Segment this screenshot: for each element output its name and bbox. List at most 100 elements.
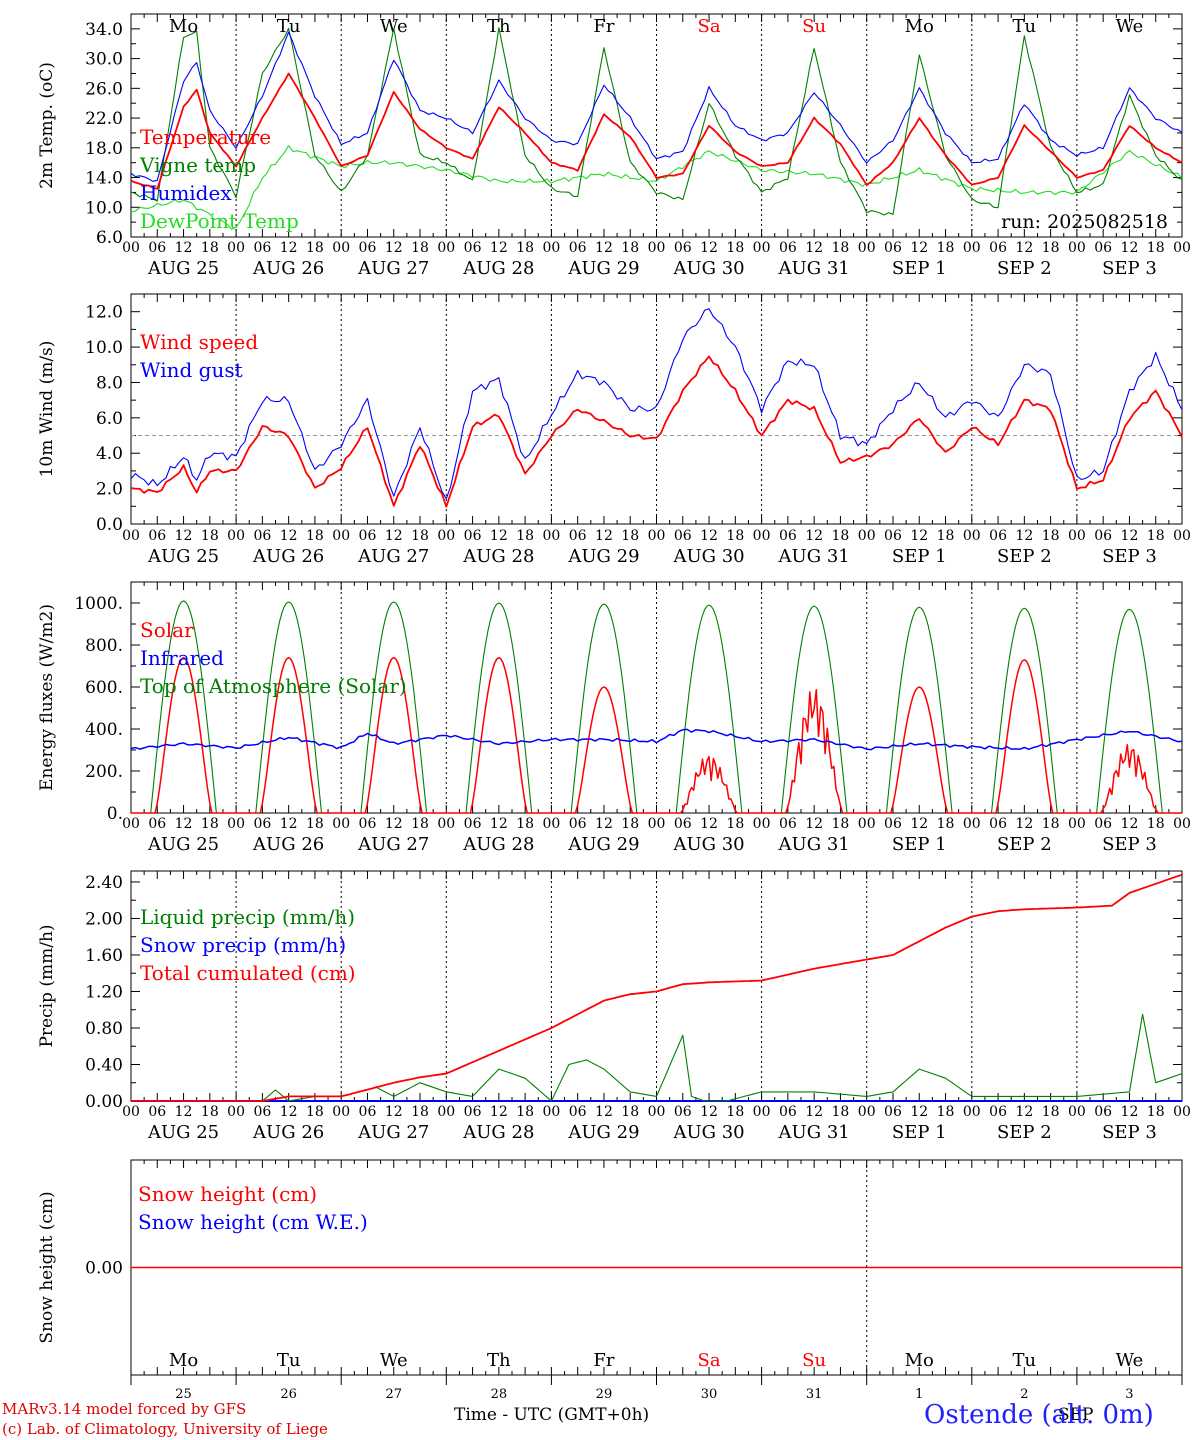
temp-hour-label: 12 [595,240,613,256]
temp-hour-label: 18 [726,240,744,256]
temp-hour-label: 06 [1094,240,1112,256]
energy-hour-label: 00 [227,816,245,832]
snow-ytick-label: 0.00 [85,1259,123,1279]
energy-hour-label: 12 [700,816,718,832]
bottom-day-number: 28 [491,1387,508,1402]
temp-hour-label: 12 [805,240,823,256]
temperature-line [130,72,1183,190]
precip-hour-label: 00 [332,1104,350,1120]
precip-date-label: AUG 26 [252,1122,324,1143]
wind-date-label: AUG 30 [672,546,744,567]
vigne-temp-legend: Vigne temp [139,153,256,177]
precip-hour-label: 06 [148,1104,166,1120]
bottom-day-number: 26 [280,1387,297,1402]
precip-hour-label: 06 [359,1104,377,1120]
precip-hour-label: 00 [122,1104,140,1120]
precip-date-label: AUG 27 [357,1122,429,1143]
temp-hour-label: 12 [1121,240,1139,256]
temp-ytick-label: 30.0 [85,50,123,70]
wind-hour-label: 12 [805,528,823,544]
wind-gust-legend: Wind gust [140,358,243,382]
wind-hour-label: 06 [148,528,166,544]
precip-date-label: SEP 1 [892,1122,947,1143]
liquid-precip-line [131,1013,1183,1102]
wind-date-label: SEP 1 [892,546,947,567]
precip-hour-label: 12 [280,1104,298,1120]
energy-hour-label: 06 [464,816,482,832]
temp-hour-label: 00 [437,240,455,256]
precip-hour-label: 12 [595,1104,613,1120]
temp-date-label: AUG 31 [778,258,850,279]
precip-hour-label: 00 [542,1104,560,1120]
precip-hour-label: 18 [306,1104,324,1120]
precip-hour-label: 18 [832,1104,850,1120]
wind-date-label: AUG 26 [252,546,324,567]
wind-hour-label: 00 [963,528,981,544]
energy-date-label: AUG 26 [252,834,324,855]
wind-hour-label: 00 [1173,528,1191,544]
run-label: run: 2025082518 [1001,211,1168,233]
weekday-label-top: We [380,16,408,37]
energy-ytick-label: 600. [85,678,123,698]
energy-hour-label: 18 [306,816,324,832]
precip-hour-label: 18 [1147,1104,1165,1120]
bottom-day-number: 29 [596,1387,613,1402]
bottom-day-number: 30 [701,1387,718,1402]
temp-ytick-label: 18.0 [85,139,123,159]
wind-hour-label: 18 [1042,528,1060,544]
energy-hour-label: 12 [175,816,193,832]
energy-hour-label: 00 [1068,816,1086,832]
precip-hour-label: 06 [779,1104,797,1120]
precip-hour-label: 00 [227,1104,245,1120]
wind-hour-label: 00 [332,528,350,544]
energy-hour-label: 12 [1121,816,1139,832]
precip-hour-label: 00 [753,1104,771,1120]
temp-hour-label: 12 [490,240,508,256]
total-cumulated-legend: Total cumulated (cm) [140,961,356,985]
precip-ytick-label: 0.80 [85,1019,123,1039]
precip-date-label: AUG 25 [147,1122,219,1143]
wind-hour-label: 00 [753,528,771,544]
energy-hour-label: 06 [989,816,1007,832]
precip-hour-label: 00 [648,1104,666,1120]
snow-precip-legend: Snow precip (mm/h) [140,933,346,957]
temp-hour-label: 12 [1015,240,1033,256]
precip-hour-label: 18 [621,1104,639,1120]
precip-ytick-label: 0.00 [85,1092,123,1112]
month-label: SEP [1058,1405,1094,1425]
wind-hour-label: 18 [726,528,744,544]
location-title: Ostende (alt. 0m) [924,1400,1154,1430]
energy-hour-label: 00 [963,816,981,832]
energy-hour-label: 18 [726,816,744,832]
energy-hour-label: 18 [201,816,219,832]
snow-height-we-legend: Snow height (cm W.E.) [138,1210,368,1234]
energy-hour-label: 00 [648,816,666,832]
weekday-label-bottom: Th [487,1350,511,1371]
wind-date-label: AUG 25 [147,546,219,567]
energy-hour-label: 12 [910,816,928,832]
snow-yaxis-title: Snow height (cm) [37,1191,57,1343]
wind-hour-label: 06 [779,528,797,544]
precip-ytick-label: 0.40 [85,1055,123,1075]
model-credit-text: MARv3.14 model forced by GFS [2,1400,247,1418]
energy-hour-label: 18 [516,816,534,832]
wind-hour-label: 06 [464,528,482,544]
energy-hour-label: 18 [411,816,429,832]
weekday-label-top: Th [487,16,511,37]
precip-ytick-label: 2.40 [85,873,123,893]
precip-date-label: AUG 30 [672,1122,744,1143]
precip-hour-label: 00 [963,1104,981,1120]
energy-hour-label: 12 [385,816,403,832]
dewpoint-temp-line [130,145,1183,230]
precip-ytick-label: 2.00 [85,909,123,929]
temp-hour-label: 18 [306,240,324,256]
temp-hour-label: 18 [1147,240,1165,256]
energy-hour-label: 00 [332,816,350,832]
weekday-label-top: Mo [169,16,198,37]
weekday-label-bottom: Mo [905,1350,934,1371]
wind-hour-label: 06 [359,528,377,544]
temp-date-label: SEP 3 [1102,258,1157,279]
total-cumulated-line [131,873,1183,1102]
temp-hour-label: 18 [516,240,534,256]
energy-date-label: AUG 25 [147,834,219,855]
